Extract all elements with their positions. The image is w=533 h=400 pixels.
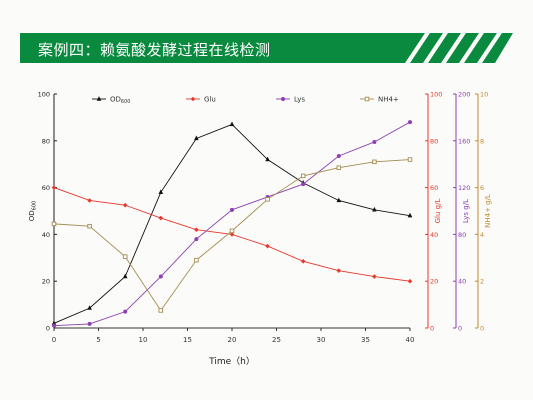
page-title: 案例四：赖氨酸发酵过程在线检测 (38, 41, 271, 59)
x-tick-label: 35 (361, 336, 370, 344)
data-point-nh4 (229, 228, 235, 234)
series-line-lys (53, 121, 411, 327)
y-tick-label-nh4: 6 (480, 184, 484, 192)
title-banner: 案例四：赖氨酸发酵过程在线检测 (20, 33, 513, 63)
data-point-lys (336, 154, 341, 159)
x-tick-label: 40 (406, 336, 415, 344)
series-line-od (53, 123, 411, 324)
data-point-od (265, 156, 270, 162)
x-tick-label: 0 (52, 336, 56, 344)
y-tick-label-glu: 60 (430, 184, 438, 192)
data-point-lys (87, 321, 92, 326)
x-tick-label: 20 (228, 336, 237, 344)
y-tick-label-glu: 100 (430, 91, 442, 99)
y-tick-label-lys: 200 (458, 91, 470, 99)
data-point-glu (51, 185, 57, 190)
x-tick-label: 15 (183, 336, 192, 344)
legend-marker-od (96, 96, 102, 101)
data-point-glu (229, 232, 235, 237)
data-point-nh4 (407, 157, 413, 162)
data-point-glu (265, 243, 270, 249)
data-point-nh4 (300, 173, 306, 179)
banner-background (20, 33, 513, 63)
data-point-lys (408, 120, 412, 125)
data-point-glu (300, 259, 306, 264)
y-tick-label-glu: 20 (430, 278, 438, 286)
data-point-od (372, 206, 377, 212)
data-point-glu (407, 278, 413, 284)
data-point-nh4 (336, 165, 342, 170)
data-point-od (158, 189, 164, 194)
data-point-od (229, 121, 235, 127)
x-tick-label: 25 (272, 336, 281, 344)
y-tick-label-od: 100 (38, 91, 50, 99)
y-axis-title-nh4: NH4+ g/L (484, 194, 492, 228)
data-point-glu (87, 198, 92, 203)
y-tick-label-glu: 40 (430, 231, 438, 239)
data-point-od (51, 320, 57, 326)
data-point-lys (372, 139, 377, 144)
y-axis-title-od: OD600 (28, 201, 38, 221)
data-point-nh4 (51, 221, 57, 227)
data-point-nh4 (87, 223, 92, 229)
data-point-nh4 (122, 254, 128, 259)
data-point-lys (301, 182, 306, 187)
y-tick-label-nh4: 4 (480, 231, 484, 239)
y-tick-label-od: 60 (42, 184, 50, 192)
data-point-lys (52, 323, 56, 328)
data-point-od (122, 273, 128, 279)
legend-label-od: OD600 (110, 96, 130, 106)
data-point-glu (122, 202, 128, 208)
data-point-glu (372, 274, 377, 279)
y-tick-label-glu: 0 (430, 325, 434, 333)
y-axis-title-glu: Glu g/L (434, 199, 442, 224)
y-tick-label-nh4: 2 (480, 278, 484, 286)
y-tick-label-lys: 80 (458, 231, 466, 239)
y-tick-label-od: 0 (46, 325, 50, 333)
x-tick-label: 30 (317, 336, 326, 344)
x-axis-title: Time（h） (208, 356, 255, 367)
x-tick-label: 5 (96, 336, 100, 344)
data-point-nh4 (372, 159, 377, 165)
data-point-od (87, 305, 92, 310)
data-point-nh4 (158, 308, 164, 313)
legend-marker-glu (190, 96, 196, 102)
data-point-glu (158, 215, 164, 221)
data-point-lys (158, 274, 163, 279)
x-tick-label: 10 (139, 336, 148, 344)
data-point-lys (194, 237, 199, 242)
y-tick-label-lys: 40 (458, 278, 466, 286)
data-point-lys (230, 207, 234, 212)
y-tick-label-lys: 0 (458, 325, 462, 333)
y-tick-label-od: 40 (42, 231, 50, 239)
y-tick-label-od: 20 (42, 278, 50, 286)
legend-label-lys: Lys (294, 96, 305, 104)
y-tick-label-nh4: 0 (480, 325, 484, 333)
legend-marker-nh4 (364, 96, 370, 102)
data-point-glu (194, 227, 199, 233)
legend-marker-lys (281, 97, 285, 101)
y-tick-label-lys: 160 (458, 137, 470, 145)
data-point-od (407, 212, 413, 218)
legend-label-glu: Glu (204, 96, 216, 104)
y-axis-title-lys: Lys g/L (462, 199, 470, 223)
legend-label-nh4: NH4+ (378, 96, 399, 104)
data-point-nh4 (265, 197, 270, 202)
y-tick-label-od: 80 (42, 137, 50, 145)
data-point-nh4 (194, 257, 199, 263)
y-tick-label-glu: 80 (430, 137, 438, 145)
y-tick-label-lys: 120 (458, 184, 470, 192)
data-point-lys (123, 309, 128, 314)
data-point-od (336, 197, 342, 203)
y-tick-label-nh4: 8 (480, 137, 484, 145)
y-tick-label-nh4: 10 (480, 91, 488, 99)
data-point-glu (336, 268, 342, 273)
data-point-od (194, 135, 199, 141)
